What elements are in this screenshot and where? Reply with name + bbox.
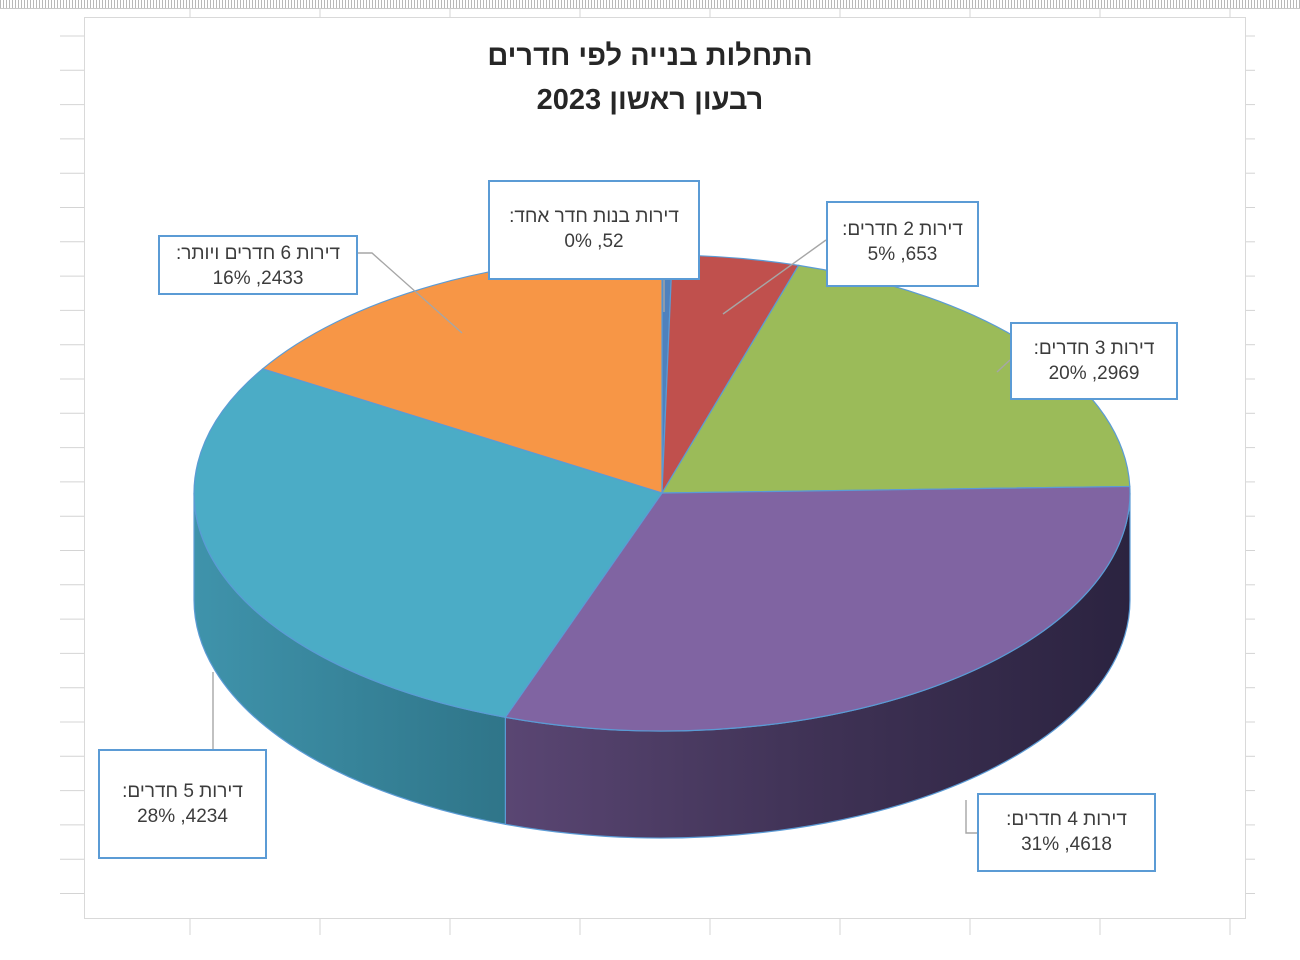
data-label-name: דירות 3 חדרים: — [1033, 338, 1155, 359]
sheet-top-border — [0, 0, 1300, 9]
data-label-value: 4618, 31% — [1021, 834, 1112, 855]
leader-line-5 — [358, 252, 463, 334]
leader-line-2 — [996, 359, 1011, 373]
data-label-value: 653, 5% — [867, 244, 938, 265]
data-label-3-rooms[interactable]: דירות 3 חדרים: 2969, 20% — [1010, 322, 1178, 400]
data-label-5-rooms[interactable]: דירות 5 חדרים: 4234, 28% — [98, 749, 267, 859]
leader-lines — [212, 239, 1011, 834]
data-label-value: 52, 0% — [564, 231, 624, 252]
pie-top-slices — [193, 254, 1131, 732]
data-label-name: דירות 5 חדרים: — [122, 781, 243, 802]
chart-title-line-2: רבעון ראשון 2023 — [536, 84, 764, 116]
data-label-name: דירות 2 חדרים: — [842, 219, 963, 240]
data-label-2-rooms[interactable]: דירות 2 חדרים: 653, 5% — [826, 201, 979, 287]
chart-title-line-1: התחלות בנייה לפי חדרים — [487, 40, 813, 72]
data-label-value: 4234, 28% — [137, 806, 228, 827]
data-label-value: 2969, 20% — [1048, 363, 1140, 384]
data-label-4-rooms[interactable]: דירות 4 חדרים: 4618, 31% — [977, 793, 1156, 872]
data-label-value: 2433, 16% — [212, 268, 304, 289]
data-label-1-room[interactable]: דירות בנות חדר אחד: 52, 0% — [488, 180, 700, 280]
leader-line-3 — [965, 800, 977, 834]
data-label-name: דירות 4 חדרים: — [1006, 809, 1127, 830]
leader-line-1 — [722, 239, 827, 315]
pie-slice-3[interactable] — [504, 485, 1131, 732]
pie-slice-4[interactable] — [193, 368, 663, 718]
data-label-6-plus-rooms[interactable]: דירות 6 חדרים ויותר: 2433, 16% — [158, 235, 358, 295]
data-label-name: דירות בנות חדר אחד: — [509, 206, 679, 227]
data-label-name: דירות 6 חדרים ויותר: — [175, 243, 341, 264]
